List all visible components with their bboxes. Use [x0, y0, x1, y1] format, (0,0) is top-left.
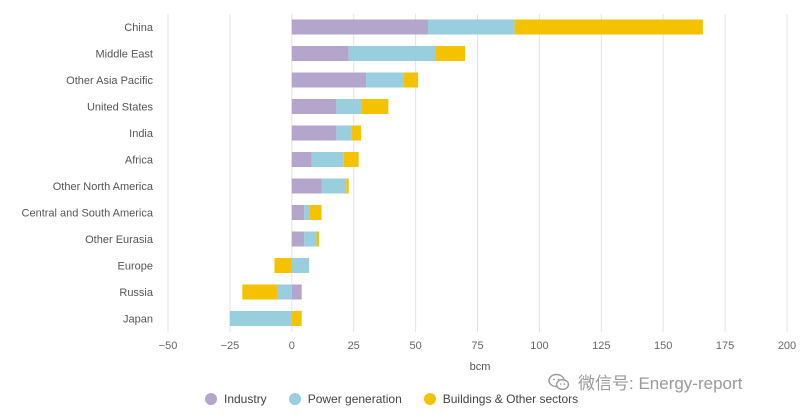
category-label-russia: Russia [119, 287, 154, 299]
bar-japan-buildings-and-other-sectors[interactable] [291, 311, 302, 326]
category-label-china: China [124, 22, 154, 34]
legend-label-buildings: Buildings & Other sectors [442, 392, 579, 406]
bar-other-north-america-power-generation[interactable] [321, 178, 347, 194]
watermark: 微信号: Energy-report [548, 369, 742, 394]
x-tick-label: 0 [289, 340, 295, 352]
x-tick-label: −50 [159, 340, 178, 352]
category-label-other-asia-pacific: Other Asia Pacific [66, 75, 153, 87]
bar-other-eurasia-power-generation[interactable] [304, 231, 317, 247]
category-label-japan: Japan [123, 314, 153, 326]
bar-china-industry[interactable] [291, 19, 428, 35]
bar-central-and-south-america-industry[interactable] [291, 205, 305, 220]
x-tick-label: 200 [778, 340, 796, 352]
watermark-text: 微信号: Energy-report [578, 374, 743, 393]
bar-united-states-industry[interactable] [291, 99, 337, 114]
bar-middle-east-industry[interactable] [291, 46, 349, 61]
legend-label-power-generation: Power generation [307, 392, 402, 406]
bar-africa-power-generation[interactable] [311, 152, 344, 167]
bar-other-asia-pacific-power-generation[interactable] [366, 72, 404, 88]
legend-item-industry[interactable]: Industry [205, 392, 267, 406]
bar-other-eurasia-industry[interactable] [291, 231, 305, 247]
legend-label-industry: Industry [224, 392, 267, 406]
x-tick-label: 25 [348, 340, 360, 352]
bar-japan-power-generation[interactable] [229, 311, 292, 326]
category-label-united-states: United States [87, 102, 154, 114]
legend-swatch-power-generation [288, 393, 301, 405]
category-label-other-eurasia: Other Eurasia [85, 234, 154, 246]
bars [229, 19, 703, 326]
x-tick-labels: −50 −25 0 25 50 75 100 125 150 175 200 [159, 340, 797, 352]
bar-india-power-generation[interactable] [336, 125, 352, 141]
bar-other-asia-pacific-industry[interactable] [291, 72, 367, 88]
category-label-europe: Europe [118, 261, 153, 273]
gridlines [167, 14, 788, 332]
bar-china-power-generation[interactable] [427, 19, 515, 35]
bar-central-and-south-america-power-generation[interactable] [304, 205, 310, 220]
x-tick-label: 75 [471, 340, 483, 352]
legend: Industry Power generation Buildings & Ot… [205, 392, 600, 406]
x-tick-label: 100 [530, 340, 548, 352]
x-tick-label: −25 [221, 340, 240, 352]
x-tick-label: 150 [654, 340, 672, 352]
bar-central-and-south-america-buildings-and-other-sectors[interactable] [309, 205, 322, 220]
bar-middle-east-buildings-and-other-sectors[interactable] [435, 46, 466, 61]
category-label-central-and-south-america: Central and South America [22, 208, 154, 220]
x-tick-label: 125 [592, 340, 610, 352]
legend-item-buildings[interactable]: Buildings & Other sectors [423, 392, 579, 406]
x-tick-label: 175 [716, 340, 734, 352]
x-axis-title: bcm [470, 361, 491, 373]
bar-europe-power-generation[interactable] [291, 258, 310, 273]
bar-russia-buildings-and-other-sectors[interactable] [242, 284, 277, 300]
bar-united-states-buildings-and-other-sectors[interactable] [361, 99, 389, 114]
bar-other-north-america-industry[interactable] [291, 178, 322, 194]
bar-africa-industry[interactable] [291, 152, 312, 167]
bar-united-states-power-generation[interactable] [336, 99, 362, 114]
category-label-africa: Africa [125, 155, 154, 167]
bar-middle-east-power-generation[interactable] [348, 46, 436, 61]
bar-europe-buildings-and-other-sectors[interactable] [274, 258, 292, 273]
bar-china-buildings-and-other-sectors[interactable] [514, 19, 703, 35]
category-label-india: India [129, 128, 154, 140]
wechat-icon [548, 373, 570, 390]
category-label-other-north-america: Other North America [53, 181, 154, 193]
bar-other-eurasia-buildings-and-other-sectors[interactable] [316, 231, 320, 247]
bar-africa-buildings-and-other-sectors[interactable] [343, 152, 359, 167]
bar-other-asia-pacific-buildings-and-other-sectors[interactable] [403, 72, 419, 88]
bar-russia-power-generation[interactable] [276, 284, 292, 300]
x-tick-label: 50 [409, 340, 421, 352]
legend-item-power-generation[interactable]: Power generation [288, 392, 402, 406]
bar-russia-industry[interactable] [291, 284, 302, 300]
legend-swatch-industry [205, 393, 217, 405]
bar-india-buildings-and-other-sectors[interactable] [351, 125, 362, 141]
category-labels: China Middle East Other Asia Pacific United… [22, 22, 154, 326]
legend-swatch-buildings [423, 393, 436, 405]
bar-other-north-america-buildings-and-other-sectors[interactable] [346, 178, 349, 194]
bar-india-industry[interactable] [291, 125, 337, 141]
category-label-middle-east: Middle East [96, 49, 153, 61]
